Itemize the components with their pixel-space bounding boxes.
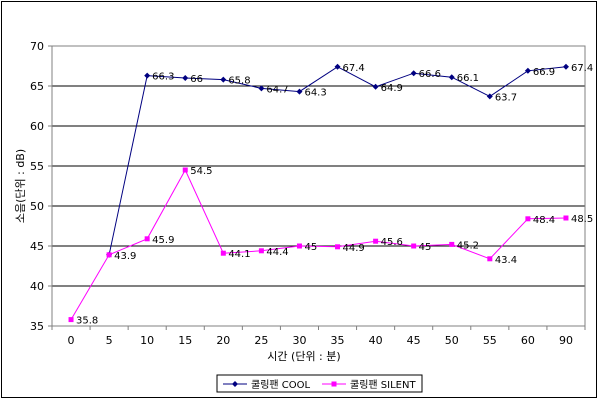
y-axis-ticks: 35 40 45 50 55 60 65 70 [30,40,52,333]
legend-label-cool: 쿨링팬 COOL [251,379,311,391]
marker-0-4 [220,76,227,83]
marker-0-10 [448,74,455,81]
x-tick-label-30: 30 [292,334,306,347]
data-label-1-9: 45 [419,242,432,253]
marker-0-6 [296,88,303,95]
data-label-1-3: 54.5 [190,166,212,177]
legend-marker-cool [232,381,238,387]
x-tick-label-90: 90 [559,334,573,347]
legend-marker-silent [331,381,337,387]
y-tick-label-45: 45 [30,240,44,253]
data-label-0-9: 66.6 [419,69,441,80]
data-label-1-0: 35.8 [76,316,98,327]
data-label-1-1: 43.9 [114,251,136,262]
data-label-0-5: 64.7 [266,84,288,95]
x-axis-ticks: 0 5 10 15 20 25 30 35 40 45 50 55 60 90 [51,326,586,347]
marker-0-7 [334,63,341,70]
marker-0-2 [144,72,151,79]
marker-0-12 [524,67,531,74]
data-label-0-13: 67.4 [571,63,593,74]
x-tick-label-45: 45 [407,334,421,347]
data-label-1-6: 45 [304,242,317,253]
marker-0-13 [562,63,569,70]
data-label-1-8: 45.6 [381,237,403,248]
x-tick-label-5: 5 [106,334,113,347]
x-tick-label-20: 20 [216,334,230,347]
y-tick-label-40: 40 [30,280,44,293]
y-tick-label-60: 60 [30,120,44,133]
marker-1-12 [525,216,531,222]
series-group [68,63,569,323]
marker-1-0 [68,317,74,323]
marker-1-3 [182,167,188,173]
x-tick-label-0: 0 [68,334,75,347]
y-tick-label-65: 65 [30,80,44,93]
marker-0-8 [372,83,379,90]
gridlines [52,85,585,287]
y-tick-label-50: 50 [30,200,44,213]
series-line-1 [70,168,566,320]
data-label-1-4: 44.1 [228,249,250,260]
data-label-0-8: 64.9 [381,83,403,94]
x-tick-label-25: 25 [254,334,268,347]
marker-0-9 [410,70,417,77]
marker-0-11 [486,93,493,100]
marker-1-8 [373,238,379,244]
data-label-0-11: 63.7 [495,92,517,103]
data-label-0-2: 66.3 [152,72,174,83]
x-tick-label-50: 50 [445,334,459,347]
data-label-0-6: 64.3 [304,88,326,99]
data-label-1-7: 44.9 [343,243,365,254]
data-label-1-12: 48.4 [533,215,555,226]
marker-1-1 [106,252,112,258]
marker-1-13 [563,215,569,221]
data-label-1-10: 45.2 [457,240,479,251]
y-tick-label-55: 55 [30,160,44,173]
y-tick-label-70: 70 [30,40,44,53]
data-label-1-5: 44.4 [266,247,288,258]
marker-1-9 [411,243,417,249]
data-label-1-11: 43.4 [495,255,517,266]
legend: 쿨링팬 COOL 쿨링팬 SILENT [216,374,423,393]
y-tick-label-35: 35 [30,320,44,333]
marker-0-3 [182,75,189,81]
data-label-1-13: 48.5 [571,214,593,225]
x-tick-label-40: 40 [369,334,383,347]
data-label-0-4: 65.8 [228,76,250,87]
data-label-0-7: 67.4 [343,63,365,74]
legend-label-silent: 쿨링팬 SILENT [350,379,416,391]
x-tick-label-10: 10 [140,334,154,347]
data-labels: 66.3 66 65.8 64.7 64.3 67.4 64.9 66.6 66.1 63.7 66… [76,63,593,327]
x-tick-label-15: 15 [178,334,192,347]
marker-1-10 [449,241,455,247]
x-axis-title: 시간 (단위 : 분) [267,350,340,363]
y-axis-title: 소음(단위 : dB) [14,149,27,223]
data-label-0-10: 66.1 [457,73,479,84]
data-label-1-2: 45.9 [152,235,174,246]
x-tick-label-60: 60 [521,334,535,347]
data-label-0-3: 66 [190,74,203,85]
marker-1-5 [258,248,264,254]
marker-0-5 [258,85,265,92]
x-tick-label-35: 35 [331,334,345,347]
legend-box [216,374,423,393]
marker-1-6 [296,243,302,249]
marker-1-11 [487,256,493,262]
marker-1-4 [220,250,226,256]
data-label-0-12: 66.9 [533,67,555,78]
marker-1-2 [144,236,150,242]
x-tick-label-55: 55 [483,334,497,347]
marker-1-7 [335,244,341,250]
